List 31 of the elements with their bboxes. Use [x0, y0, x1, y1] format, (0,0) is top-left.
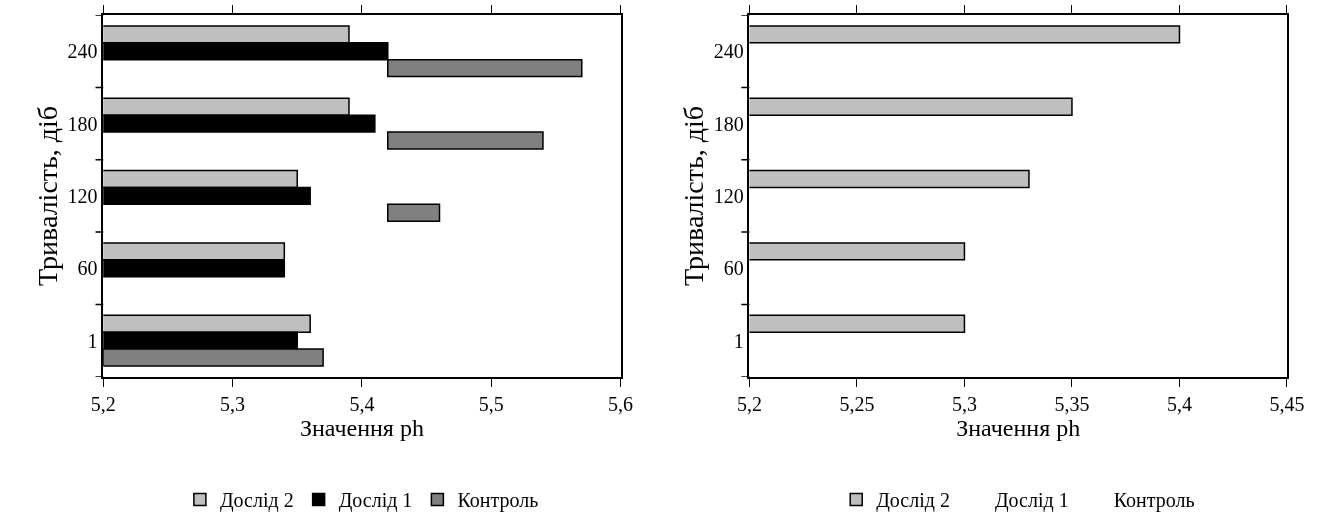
- x-tick-label: 5,4: [349, 392, 375, 415]
- x-tick-label: 5,3: [951, 392, 977, 415]
- y-tick-label: 240: [713, 40, 744, 63]
- x-tick-label: 5,25: [839, 392, 875, 415]
- y-tick-label: 1: [87, 329, 98, 352]
- x-tick-label: 5,45: [1269, 392, 1305, 415]
- y-tick-label: 60: [77, 257, 98, 280]
- x-tick-label: 5,2: [736, 392, 762, 415]
- y-tick-label: 240: [67, 40, 98, 63]
- y-tick-label: 180: [713, 112, 744, 135]
- y-tick-label: 120: [713, 184, 744, 207]
- legend-label: Дослід 2: [876, 489, 950, 513]
- legend-label: Дослід 2: [219, 489, 294, 513]
- x-tick-label: 5,5: [478, 392, 504, 415]
- text: Контроль: [1113, 489, 1195, 513]
- x-tick-label: 5,4: [1166, 392, 1192, 415]
- text: Дослід 1: [994, 489, 1069, 513]
- legend-label: Дослід 1: [338, 489, 413, 513]
- x-tick-label: 5,3: [220, 392, 246, 415]
- x-axis-title: Значення ph: [956, 414, 1081, 441]
- x-tick-label: 5,6: [608, 392, 634, 415]
- y-tick-label: 1: [733, 329, 744, 352]
- y-tick-label: 180: [67, 112, 98, 135]
- x-tick-label: 5,2: [90, 392, 116, 415]
- x-tick-label: 5,35: [1054, 392, 1090, 415]
- y-tick-label: 60: [723, 257, 744, 280]
- y-tick-label: 120: [67, 184, 98, 207]
- x-axis-title: Значення ph: [299, 414, 424, 441]
- y-axis-title: Тривалість, діб: [677, 105, 709, 286]
- y-axis-title: Тривалість, діб: [31, 105, 63, 286]
- legend-label: Контроль: [457, 489, 539, 513]
